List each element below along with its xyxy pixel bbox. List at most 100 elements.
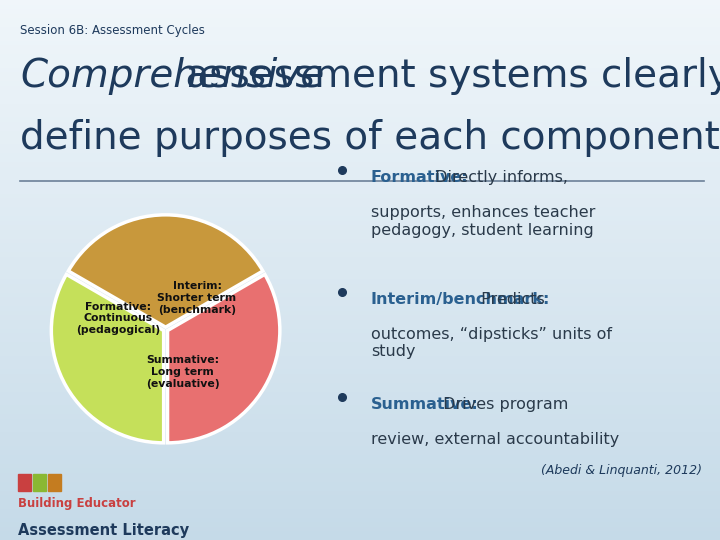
Bar (0, 306, 720, 310)
Bar (0, 243, 720, 247)
Bar (0, 31, 720, 36)
Text: (Abedi & Linquanti, 2012): (Abedi & Linquanti, 2012) (541, 464, 702, 477)
Bar (0, 301, 720, 306)
Bar (0, 274, 720, 279)
Bar (0, 153, 720, 158)
Bar (0, 63, 720, 68)
Bar (0, 351, 720, 355)
Bar (0, 239, 720, 243)
Bar (0, 220, 720, 225)
Bar (0, 482, 720, 486)
Bar (0, 261, 720, 266)
Text: supports, enhances teacher
pedagogy, student learning: supports, enhances teacher pedagogy, stu… (371, 205, 595, 238)
Bar (0, 185, 720, 189)
Bar (0, 207, 720, 212)
Bar (0, 279, 720, 284)
Bar (0, 81, 720, 85)
Bar (0, 333, 720, 338)
Bar (0, 392, 720, 396)
Bar (0, 58, 720, 63)
Bar (0, 297, 720, 301)
Bar (0, 225, 720, 229)
Bar (0, 171, 720, 176)
Bar (0, 463, 720, 468)
Bar (0, 436, 720, 441)
Bar (0, 536, 720, 540)
Bar (0, 369, 720, 374)
FancyBboxPatch shape (18, 474, 31, 491)
Bar (0, 252, 720, 256)
FancyBboxPatch shape (33, 474, 46, 491)
Bar (0, 234, 720, 239)
Text: Directly informs,: Directly informs, (430, 170, 568, 185)
Bar (0, 414, 720, 418)
Bar (0, 131, 720, 135)
Bar (0, 36, 720, 40)
Bar (0, 14, 720, 18)
Bar (0, 455, 720, 459)
Bar (0, 374, 720, 378)
Bar (0, 504, 720, 509)
Bar (0, 310, 720, 315)
Bar (0, 104, 720, 108)
Bar (0, 85, 720, 90)
Bar (0, 360, 720, 364)
Bar (0, 320, 720, 324)
Bar (0, 112, 720, 117)
Bar (0, 355, 720, 360)
Bar (0, 18, 720, 23)
Bar (0, 40, 720, 45)
Bar (0, 0, 720, 4)
Bar (0, 212, 720, 216)
Bar (0, 27, 720, 31)
Text: assessment systems clearly: assessment systems clearly (173, 57, 720, 94)
Bar (0, 409, 720, 414)
Bar (0, 193, 720, 198)
Bar (0, 148, 720, 153)
Bar (0, 522, 720, 526)
Bar (0, 99, 720, 104)
Text: Interim:
Shorter term
(benchmark): Interim: Shorter term (benchmark) (158, 281, 237, 315)
Bar (0, 446, 720, 450)
Text: Summative:: Summative: (371, 397, 479, 412)
Bar (0, 517, 720, 522)
Bar (0, 432, 720, 436)
Bar (0, 94, 720, 99)
Bar (0, 486, 720, 490)
Bar (0, 270, 720, 274)
Text: Interim/benchmark:: Interim/benchmark: (371, 292, 550, 307)
Bar (0, 328, 720, 333)
Bar (0, 247, 720, 252)
Bar (0, 396, 720, 401)
Bar (0, 216, 720, 220)
Bar (0, 364, 720, 369)
Bar (0, 401, 720, 405)
Text: Formative:: Formative: (371, 170, 469, 185)
Bar (0, 54, 720, 58)
Text: Session 6B: Assessment Cycles: Session 6B: Assessment Cycles (20, 24, 205, 37)
Bar (0, 198, 720, 202)
Bar (0, 338, 720, 342)
Bar (0, 347, 720, 351)
Text: Drives program: Drives program (438, 397, 568, 412)
Bar (0, 68, 720, 72)
FancyBboxPatch shape (48, 474, 61, 491)
Text: define purposes of each component: define purposes of each component (20, 119, 720, 157)
Text: Comprehensive: Comprehensive (20, 57, 325, 94)
Bar (0, 472, 720, 477)
Bar (0, 144, 720, 148)
Bar (0, 382, 720, 387)
Bar (0, 189, 720, 193)
Bar (0, 293, 720, 297)
Bar (0, 266, 720, 270)
Bar (0, 387, 720, 392)
Bar (0, 9, 720, 14)
Bar (0, 418, 720, 423)
Wedge shape (68, 215, 263, 327)
Bar (0, 315, 720, 320)
Bar (0, 202, 720, 207)
Bar (0, 166, 720, 171)
Bar (0, 50, 720, 54)
Text: Assessment Literacy: Assessment Literacy (18, 523, 189, 538)
Bar (0, 135, 720, 139)
